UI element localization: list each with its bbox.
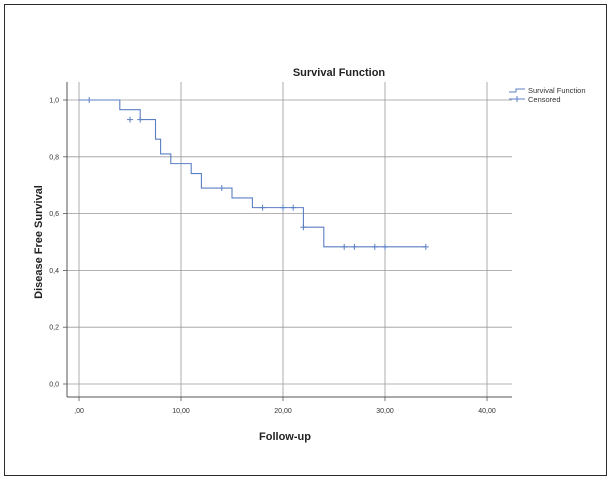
censored-marker bbox=[300, 224, 307, 231]
censored-marker bbox=[259, 204, 266, 211]
censored-marker bbox=[218, 185, 225, 192]
survival-function-line bbox=[79, 99, 426, 248]
y-tick-label: 1,0 bbox=[49, 98, 59, 105]
censored-marker bbox=[351, 243, 358, 250]
censored-marker bbox=[137, 116, 144, 123]
censored-marker bbox=[341, 243, 348, 250]
censored-marker bbox=[371, 243, 378, 250]
x-tick-label: 40,00 bbox=[478, 408, 496, 415]
censored-marker bbox=[382, 243, 388, 250]
chart-title: Survival Function bbox=[293, 67, 386, 79]
legend: Survival Function Censored bbox=[509, 86, 586, 104]
x-tick-label: 20,00 bbox=[274, 408, 292, 415]
x-tick-label: 10,00 bbox=[172, 408, 190, 415]
x-tick-label: 30,00 bbox=[376, 408, 394, 415]
series-lines bbox=[79, 99, 426, 248]
y-tick-label: 0,8 bbox=[49, 154, 59, 161]
legend-label-censored: Censored bbox=[528, 95, 561, 104]
censored-markers bbox=[86, 97, 429, 250]
y-tick-label: 0,6 bbox=[49, 211, 59, 218]
censored-marker bbox=[290, 204, 297, 211]
grid-lines bbox=[67, 82, 512, 397]
legend-survival-swatch bbox=[509, 88, 525, 93]
y-tick-label: 0,4 bbox=[49, 268, 59, 275]
censored-marker bbox=[127, 116, 133, 123]
legend-censored-plus-icon bbox=[514, 96, 520, 102]
legend-label-survival: Survival Function bbox=[528, 86, 586, 95]
y-axis-label: Disease Free Survival bbox=[33, 185, 45, 299]
y-tick-label: 0,0 bbox=[49, 382, 59, 389]
x-axis-label: Follow-up bbox=[259, 431, 311, 443]
x-tick-label: ,00 bbox=[74, 408, 84, 415]
tick-labels: 0,0 0,2 0,4 0,6 0,8 1,0 ,00 10,00 20,00 30,00 40,0… bbox=[49, 98, 496, 416]
censored-marker bbox=[86, 97, 93, 103]
y-tick-label: 0,2 bbox=[49, 325, 59, 332]
axes bbox=[63, 82, 512, 401]
censored-marker bbox=[280, 204, 286, 211]
censored-marker bbox=[422, 243, 429, 250]
